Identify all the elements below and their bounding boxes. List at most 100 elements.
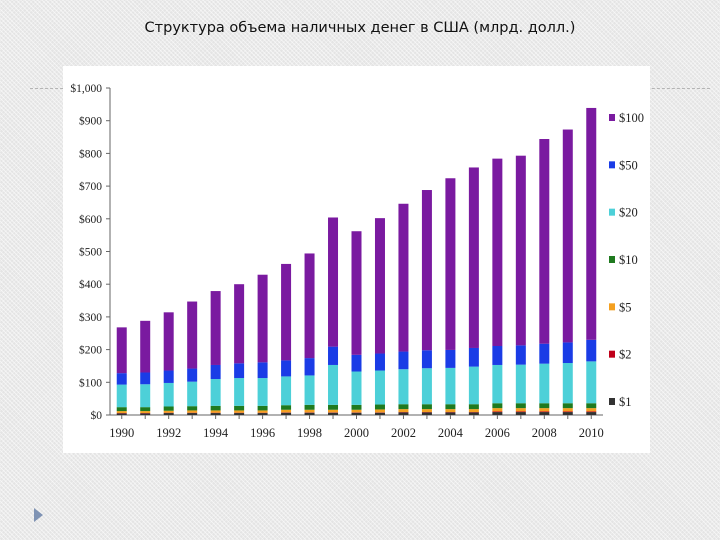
bar-segment <box>116 373 127 385</box>
bar-segment <box>445 409 456 413</box>
bar-segment <box>398 409 409 413</box>
bar-segment <box>398 412 409 415</box>
bar-segment <box>257 274 268 363</box>
stacked-bar-chart: $0 $100 $200 $300 $400 $500 $600 $700 $800 $900 $1… <box>70 82 644 440</box>
bar-segment <box>163 370 174 383</box>
bar-segment <box>234 378 245 406</box>
bar-segment <box>351 412 362 415</box>
bar-segment <box>562 129 573 343</box>
y-tick-label: $100 <box>79 376 102 389</box>
bar-segment <box>586 403 597 409</box>
bar-segment <box>586 408 597 412</box>
bar-segment <box>398 351 409 370</box>
slide-title: Структура объема наличных денег в США (м… <box>144 20 576 36</box>
y-tick-label: $200 <box>79 344 102 357</box>
x-tick-label: 2000 <box>344 426 369 440</box>
bar-segment <box>445 367 456 405</box>
bar-segment <box>304 358 315 376</box>
bar-segment <box>562 408 573 412</box>
bar-segment <box>374 409 385 413</box>
bar-segment <box>328 217 339 347</box>
legend-label: $20 <box>619 206 638 220</box>
bar-segment <box>163 406 174 411</box>
bar-segment <box>163 382 174 407</box>
bar-segment <box>445 178 456 350</box>
legend-swatch <box>609 114 615 121</box>
y-tick-label: $1,000 <box>70 82 102 95</box>
bar-segment <box>468 409 479 413</box>
x-tick-label: 1996 <box>250 426 275 440</box>
y-tick-label: $800 <box>79 147 102 160</box>
x-tick-label: 2010 <box>579 426 604 440</box>
bar-segment <box>328 346 339 365</box>
bar-segment <box>468 404 479 410</box>
bar-segment <box>421 350 432 369</box>
bar-segment <box>234 405 245 411</box>
bar-segment <box>351 409 362 413</box>
bar-segment <box>304 409 315 413</box>
bar-segment <box>398 369 409 405</box>
bar-segment <box>492 158 503 347</box>
bar-segment <box>421 412 432 415</box>
legend-swatch <box>609 256 615 263</box>
bar-segment <box>234 363 245 379</box>
bar-segment <box>351 231 362 355</box>
bar-segment <box>398 404 409 410</box>
y-tick-label: $300 <box>79 311 102 324</box>
legend-swatch <box>609 303 615 311</box>
bar-segment <box>539 139 550 344</box>
bar-segment <box>304 412 315 415</box>
bar-segment <box>163 413 174 415</box>
bar-segment <box>210 410 221 413</box>
bar-segment <box>421 190 432 351</box>
bar-segment <box>586 107 597 340</box>
bar-segment <box>116 384 127 408</box>
chart-panel: $0 $100 $200 $300 $400 $500 $600 $700 $800 $900 $1… <box>63 66 650 453</box>
bar-segment <box>562 403 573 409</box>
legend-label: $2 <box>619 348 632 362</box>
x-tick-label: 1992 <box>156 426 181 440</box>
bar-segment <box>421 409 432 413</box>
bar-segment <box>140 320 151 373</box>
x-tick-label: 1990 <box>109 426 134 440</box>
bar-segment <box>539 403 550 409</box>
bar-segment <box>374 353 385 371</box>
x-tick-label: 2002 <box>391 426 416 440</box>
legend-label: $1 <box>619 395 632 409</box>
bar-segment <box>210 364 221 380</box>
bar-segment <box>351 371 362 405</box>
bar-segment <box>187 406 198 411</box>
bar-segment <box>304 253 315 359</box>
bar-segment <box>539 363 550 404</box>
bar-segment <box>539 343 550 364</box>
bar-segment <box>140 384 151 408</box>
bar-segment <box>257 410 268 413</box>
bar-segment <box>398 203 409 352</box>
bar-segment <box>328 412 339 415</box>
bar-segment <box>281 263 292 361</box>
bar-segment <box>586 339 597 362</box>
bar-segment <box>515 403 526 409</box>
bar-segment <box>257 362 268 379</box>
next-slide-arrow-icon[interactable] <box>34 508 43 522</box>
y-tick-label: $700 <box>79 180 102 193</box>
bar-segment <box>234 410 245 413</box>
bar-segment <box>539 412 550 415</box>
bar-segment <box>140 372 151 385</box>
bar-segment <box>304 375 315 405</box>
x-tick-label: 2004 <box>438 426 464 440</box>
bar-segment <box>187 368 198 382</box>
legend-swatch <box>609 161 615 169</box>
bar-segment <box>163 312 174 371</box>
bar-segment <box>116 413 127 415</box>
bar-segment <box>187 410 198 413</box>
bar-segment <box>468 167 479 348</box>
axis-layer: $0 $100 $200 $300 $400 $500 $600 $700 $800 $900 $1… <box>70 82 603 440</box>
bar-segment <box>281 360 292 377</box>
bar-segment <box>421 368 432 405</box>
bar-segment <box>445 404 456 410</box>
x-tick-label: 2006 <box>485 426 510 440</box>
bar-segment <box>468 412 479 415</box>
bar-segment <box>515 155 526 346</box>
bar-segment <box>515 364 526 404</box>
